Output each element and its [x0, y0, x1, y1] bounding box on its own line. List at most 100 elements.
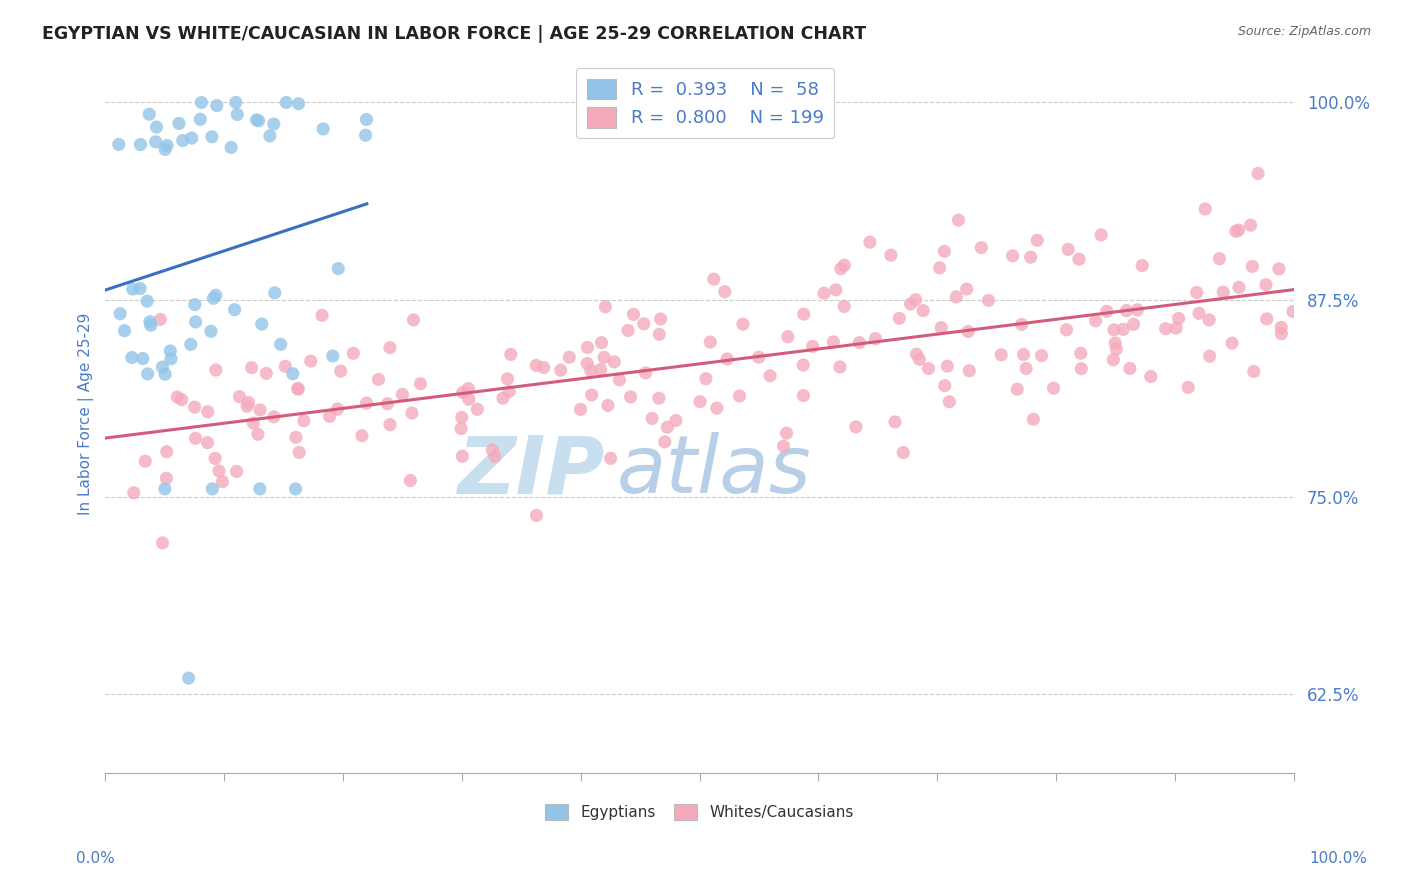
Point — [188, 112, 211, 127]
Point — [155, 471, 177, 485]
Point — [166, 390, 188, 404]
Point — [828, 359, 851, 374]
Text: ZIP: ZIP — [457, 433, 605, 510]
Point — [1104, 336, 1126, 351]
Point — [665, 413, 688, 427]
Point — [912, 303, 935, 318]
Point — [145, 120, 167, 134]
Point — [177, 671, 200, 685]
Point — [603, 355, 626, 369]
Point — [1084, 314, 1107, 328]
Point — [1177, 380, 1199, 394]
Point — [287, 382, 309, 396]
Point — [1130, 259, 1153, 273]
Point — [848, 335, 870, 350]
Point — [1227, 223, 1250, 237]
Point — [1090, 227, 1112, 242]
Point — [569, 402, 592, 417]
Point — [204, 288, 226, 302]
Point — [905, 347, 928, 361]
Point — [793, 307, 815, 321]
Point — [311, 308, 333, 322]
Point — [1167, 311, 1189, 326]
Point — [1154, 322, 1177, 336]
Point — [591, 335, 613, 350]
Point — [524, 359, 547, 373]
Point — [259, 128, 281, 143]
Point — [274, 359, 297, 374]
Point — [236, 399, 259, 413]
Point — [889, 311, 911, 326]
Point — [108, 307, 131, 321]
Point — [409, 376, 432, 391]
Point — [450, 421, 472, 435]
Point — [197, 435, 219, 450]
Point — [945, 290, 967, 304]
Point — [731, 317, 754, 331]
Point — [703, 272, 725, 286]
Point — [776, 329, 799, 343]
Point — [1005, 382, 1028, 396]
Point — [929, 320, 952, 334]
Point — [284, 430, 307, 444]
Point — [699, 334, 721, 349]
Point — [1256, 312, 1278, 326]
Text: atlas: atlas — [616, 433, 811, 510]
Point — [1019, 250, 1042, 264]
Point — [1254, 277, 1277, 292]
Point — [1026, 233, 1049, 247]
Point — [716, 352, 738, 367]
Point — [152, 536, 174, 550]
Point — [1212, 285, 1234, 300]
Point — [589, 362, 612, 376]
Point — [208, 464, 231, 478]
Point — [184, 315, 207, 329]
Point — [367, 372, 389, 386]
Point — [579, 363, 602, 377]
Point — [281, 367, 304, 381]
Point — [1067, 252, 1090, 267]
Point — [402, 313, 425, 327]
Point — [1001, 249, 1024, 263]
Point — [1070, 346, 1092, 360]
Point — [526, 508, 548, 523]
Point — [225, 465, 247, 479]
Point — [792, 388, 814, 402]
Point — [977, 293, 1000, 308]
Point — [153, 142, 176, 156]
Point — [581, 388, 603, 402]
Y-axis label: In Labor Force | Age 25-29: In Labor Force | Age 25-29 — [79, 313, 94, 515]
Point — [728, 389, 751, 403]
Point — [238, 395, 260, 409]
Point — [1070, 361, 1092, 376]
Point — [558, 351, 581, 365]
Point — [391, 387, 413, 401]
Point — [990, 348, 1012, 362]
Point — [201, 129, 224, 144]
Point — [689, 394, 711, 409]
Point — [772, 439, 794, 453]
Point — [129, 137, 152, 152]
Point — [401, 406, 423, 420]
Point — [748, 350, 770, 364]
Point — [792, 358, 814, 372]
Point — [246, 427, 269, 442]
Point — [936, 359, 959, 374]
Point — [550, 363, 572, 377]
Point — [823, 334, 845, 349]
Point — [356, 396, 378, 410]
Point — [648, 391, 671, 405]
Point — [801, 339, 824, 353]
Point — [599, 451, 621, 466]
Point — [139, 318, 162, 333]
Point — [714, 285, 737, 299]
Point — [263, 285, 285, 300]
Point — [292, 414, 315, 428]
Point — [180, 337, 202, 351]
Point — [934, 378, 956, 392]
Point — [938, 394, 960, 409]
Point — [159, 343, 181, 358]
Point — [204, 451, 226, 466]
Point — [1225, 224, 1247, 238]
Point — [138, 107, 160, 121]
